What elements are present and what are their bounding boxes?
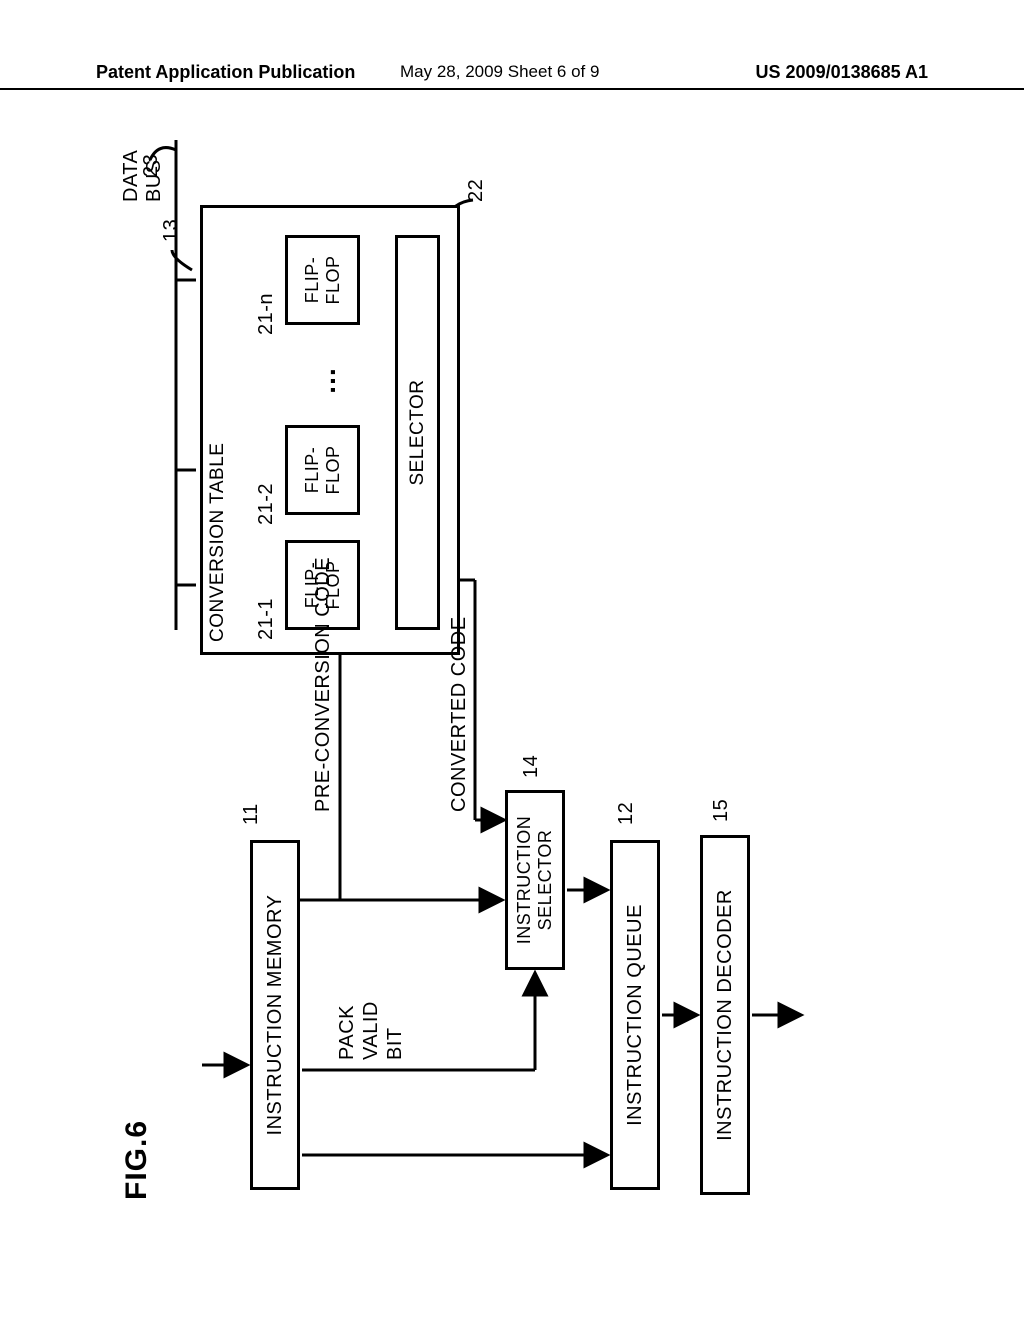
flip-flop-2-box: FLIP- FLOP xyxy=(285,425,360,515)
converted-code-label: CONVERTED CODE xyxy=(448,616,471,812)
header-right: US 2009/0138685 A1 xyxy=(756,62,928,83)
instruction-decoder-box: INSTRUCTION DECODER xyxy=(700,835,750,1195)
diagram: FIG.6 xyxy=(120,130,910,1210)
ref-15: 15 xyxy=(710,799,733,822)
flip-flop-2-label: FLIP- FLOP xyxy=(302,446,344,495)
ref-12: 12 xyxy=(615,802,638,825)
instruction-queue-box: INSTRUCTION QUEUE xyxy=(610,840,660,1190)
pre-conversion-code-label: PRE-CONVERSION CODE xyxy=(312,557,335,812)
flip-flop-n-label: FLIP- FLOP xyxy=(302,256,344,305)
header-mid: May 28, 2009 Sheet 6 of 9 xyxy=(400,62,599,82)
ref-11: 11 xyxy=(240,803,263,825)
ref-14: 14 xyxy=(520,755,543,778)
pack-valid-bit-label: PACK VALID BIT xyxy=(335,1001,407,1060)
ref-21-n: 21-n xyxy=(255,293,278,335)
ref-22: 22 xyxy=(465,179,488,202)
page: Patent Application Publication May 28, 2… xyxy=(0,0,1024,1320)
ellipsis: … xyxy=(310,367,342,396)
figure-area: FIG.6 xyxy=(0,275,1024,1065)
ref-21-1: 21-1 xyxy=(255,598,278,640)
instruction-memory-box: INSTRUCTION MEMORY xyxy=(250,840,300,1190)
ref-23: 23 xyxy=(140,154,163,177)
page-header: Patent Application Publication May 28, 2… xyxy=(0,62,1024,90)
selector-box: SELECTOR xyxy=(395,235,440,630)
selector-label: SELECTOR xyxy=(407,379,429,485)
instruction-queue-label: INSTRUCTION QUEUE xyxy=(624,904,647,1126)
instruction-memory-label: INSTRUCTION MEMORY xyxy=(264,895,287,1136)
flip-flop-n-box: FLIP- FLOP xyxy=(285,235,360,325)
ref-21-2: 21-2 xyxy=(255,483,278,525)
header-left: Patent Application Publication xyxy=(96,62,355,83)
instruction-selector-label: INSTRUCTION SELECTOR xyxy=(514,816,556,945)
conversion-table-label: CONVERSION TABLE xyxy=(207,443,229,642)
ref-13: 13 xyxy=(160,219,183,242)
instruction-decoder-label: INSTRUCTION DECODER xyxy=(714,889,737,1141)
instruction-selector-box: INSTRUCTION SELECTOR xyxy=(505,790,565,970)
